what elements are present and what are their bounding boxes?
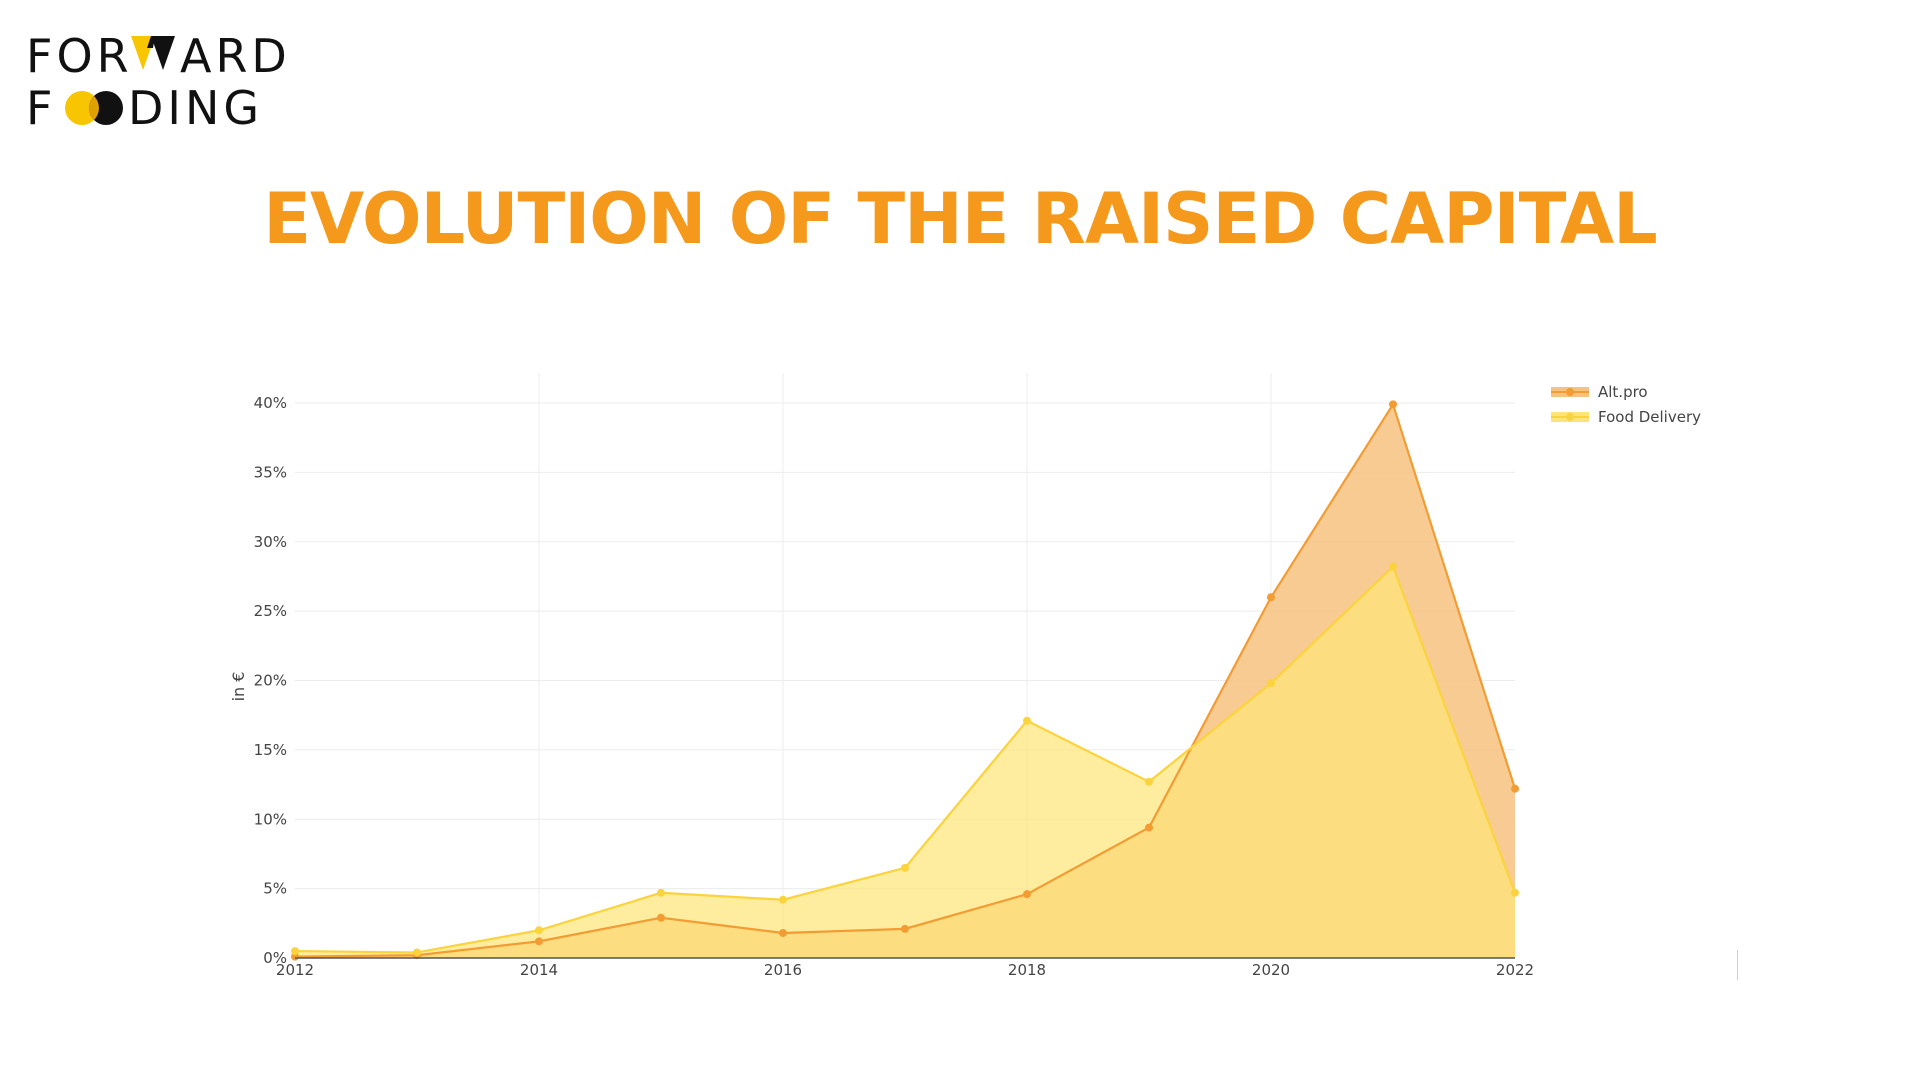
data-point [1511, 784, 1519, 793]
data-point [1145, 777, 1153, 786]
data-point [1267, 679, 1275, 688]
chart-legend: Alt.pro Food Delivery [1551, 383, 1701, 426]
logo-oo-mark [65, 91, 123, 125]
y-tick-label: 0% [263, 949, 287, 967]
logo-w-mark [131, 36, 175, 70]
y-tick-label: 10% [254, 810, 287, 828]
y-tick-label: 30% [254, 533, 287, 551]
y-tick-label: 25% [254, 602, 287, 620]
side-divider [1737, 950, 1738, 980]
logo-line1-right: ARD [180, 29, 291, 83]
chart-areas [291, 400, 1519, 961]
logo-line2-right: DING [128, 81, 263, 132]
chart-axes: 0% 5% 10% 15% 20% 25% 30% 35% 40% 2012 2014 2016 201… [229, 394, 1534, 979]
y-tick-label: 20% [254, 672, 287, 690]
x-tick-label: 2020 [1252, 961, 1290, 979]
x-tick-label: 2022 [1496, 961, 1534, 979]
forward-fooding-logo: FOR ARD F DING [26, 29, 291, 132]
data-point [413, 948, 421, 957]
legend-marker [1566, 388, 1574, 396]
data-point [1389, 562, 1397, 571]
data-point [779, 929, 787, 938]
legend-marker [1566, 413, 1574, 421]
logo-line2-left: F [26, 81, 52, 132]
series-area [295, 566, 1515, 958]
data-point [657, 888, 665, 897]
data-point [779, 895, 787, 904]
data-point [901, 924, 909, 933]
x-tick-label: 2016 [764, 961, 802, 979]
logo-line1-left: FOR [26, 29, 133, 83]
page-title: EVOLUTION OF THE RAISED CAPITAL [263, 178, 1658, 260]
data-point [291, 947, 299, 956]
legend-label: Food Delivery [1598, 408, 1701, 426]
legend-label: Alt.pro [1598, 383, 1648, 401]
data-point [657, 913, 665, 922]
data-point [1145, 823, 1153, 832]
y-tick-label: 5% [263, 880, 287, 898]
data-point [901, 863, 909, 872]
data-point [1023, 716, 1031, 725]
data-point [535, 926, 543, 935]
data-point [1389, 400, 1397, 409]
y-tick-label: 40% [254, 394, 287, 412]
data-point [535, 937, 543, 946]
x-tick-label: 2012 [276, 961, 314, 979]
y-tick-label: 15% [254, 741, 287, 759]
y-axis-label: in € [229, 672, 248, 702]
data-point [1267, 593, 1275, 602]
y-tick-label: 35% [254, 463, 287, 481]
x-tick-label: 2018 [1008, 961, 1046, 979]
x-tick-label: 2014 [520, 961, 558, 979]
data-point [1511, 888, 1519, 897]
data-point [1023, 890, 1031, 899]
